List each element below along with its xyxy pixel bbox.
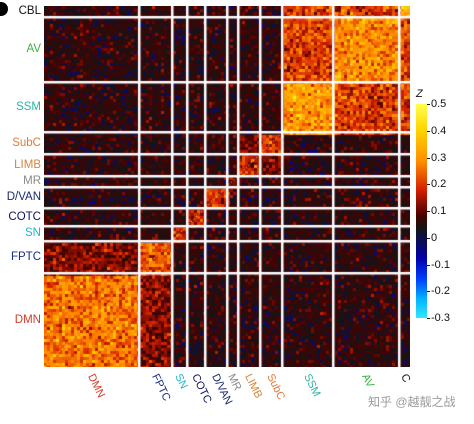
watermark: 知乎 @越靓之战 <box>368 395 456 409</box>
y-label-limb: LIMB <box>14 158 41 171</box>
y-label-d-van: D/VAN <box>6 191 41 204</box>
colorbar-tick-label: 0.5 <box>431 98 447 110</box>
colorbar-tick-label: 0.4 <box>431 124 447 137</box>
colorbar-tick-mark <box>427 157 430 159</box>
y-label-fptc: FPTC <box>10 250 41 263</box>
colorbar-tick-label: -0.1 <box>431 258 450 271</box>
colorbar-tick-label: 0 <box>431 231 438 244</box>
correlation-matrix-heatmap <box>44 6 410 367</box>
y-label-av: AV <box>26 43 42 56</box>
colorbar-tick-mark <box>427 291 430 293</box>
y-label-sn: SN <box>25 227 41 240</box>
colorbar-tick-mark <box>427 237 430 239</box>
y-label-cotc: COTC <box>8 211 41 224</box>
colorbar-title: Z <box>416 88 423 100</box>
x-label-sn: SN <box>172 372 191 391</box>
colorbar-tick-mark <box>427 211 430 212</box>
colorbar-tick-label: -0.2 <box>431 285 450 298</box>
colorbar-tick-label: -0.3 <box>431 312 450 324</box>
y-label-mr: MR <box>23 175 41 188</box>
colorbar-tick-label: 0.1 <box>431 205 447 217</box>
x-label-fptc: FPTC <box>148 372 173 404</box>
panel-letter-mark <box>0 2 8 16</box>
colorbar-tick-mark <box>427 318 430 319</box>
y-label-dmn: DMN <box>14 314 41 327</box>
x-label-limb: LIMB <box>242 372 265 401</box>
colorbar-tick-mark <box>427 104 430 105</box>
colorbar-tick-label: 0.2 <box>431 178 447 191</box>
colorbar-tick-mark <box>427 264 430 266</box>
x-label-ssm: SSM <box>300 372 322 399</box>
x-label-av: AV <box>359 372 377 390</box>
y-label-ssm: SSM <box>16 101 41 114</box>
colorbar-tick-label: 0.3 <box>431 151 447 164</box>
x-label-subc: SubC <box>264 372 287 403</box>
y-label-cbl: CBL <box>18 5 41 18</box>
colorbar-gradient <box>416 104 427 318</box>
colorbar-tick-mark <box>427 184 430 186</box>
x-label-dmn: DMN <box>84 372 107 400</box>
y-label-subc: SubC <box>12 137 41 150</box>
x-label-cbl: C <box>397 372 412 385</box>
colorbar-tick-mark <box>427 130 430 132</box>
